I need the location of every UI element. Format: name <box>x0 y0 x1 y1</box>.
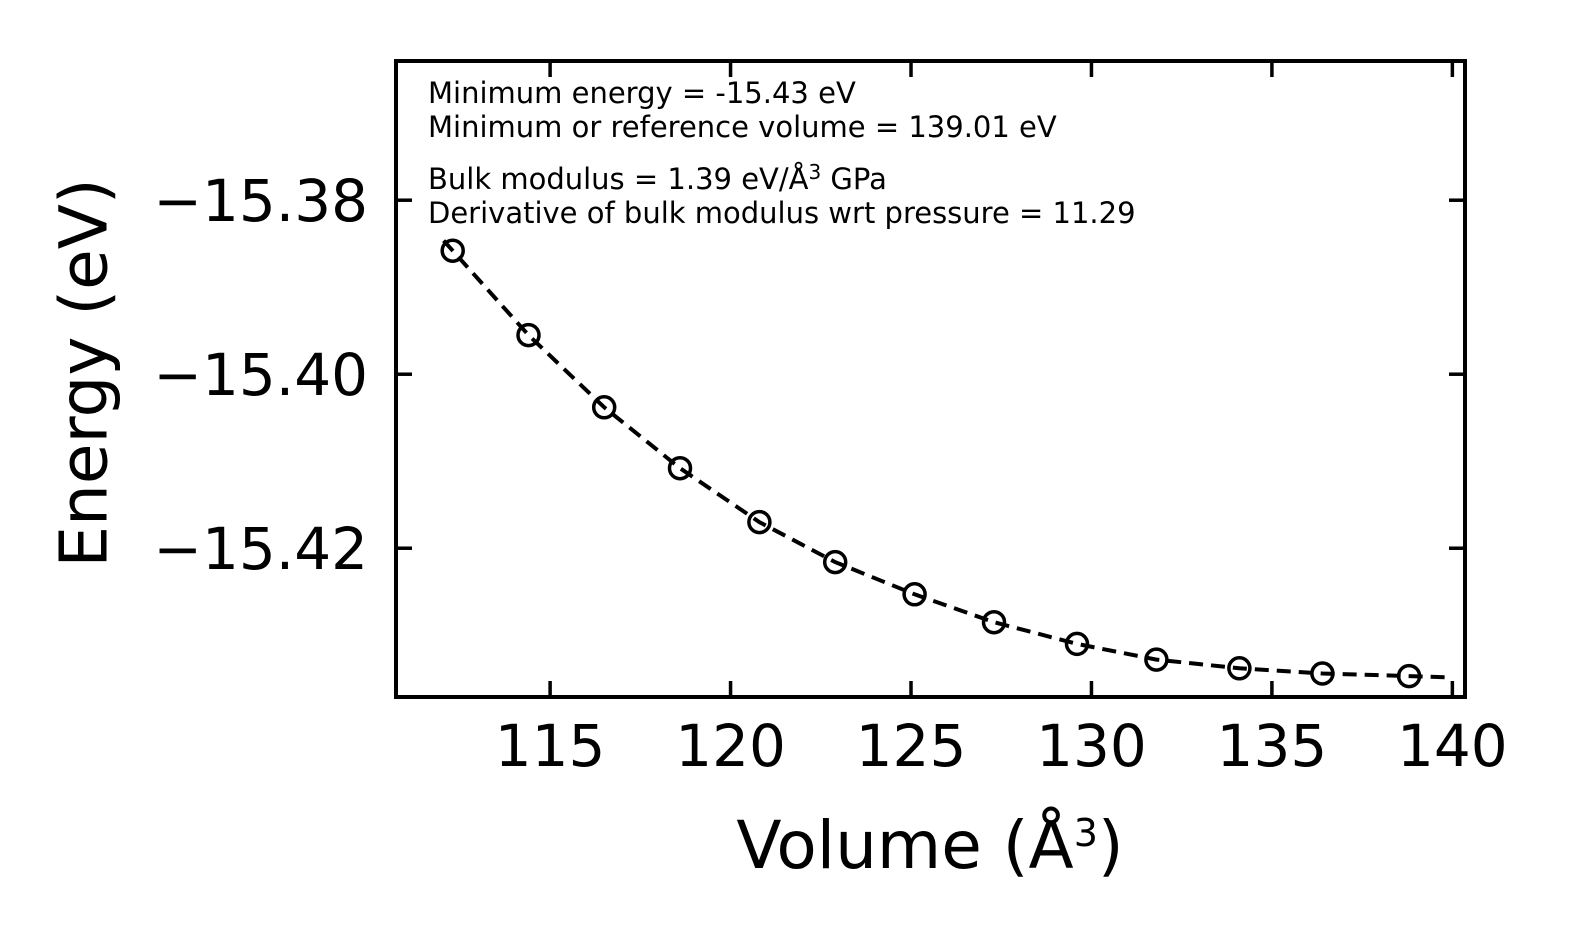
x-axis-title-sup: 3 <box>1074 811 1098 855</box>
annotation-reference-volume: Minimum or reference volume = 139.01 eV <box>428 110 1057 144</box>
annotation-bulk-modulus-pre: Bulk modulus = 1.39 eV/Å <box>428 162 809 196</box>
data-point-marker <box>1396 663 1422 689</box>
data-point-marker <box>1064 631 1090 657</box>
x-tick-label: 125 <box>856 712 967 780</box>
y-tick-label: −15.40 <box>153 341 368 409</box>
annotation-bulk-modulus-sup: 3 <box>808 160 821 184</box>
annotation-bulk-modulus: Bulk modulus = 1.39 eV/Å3 GPa <box>428 160 887 196</box>
annotation-bulk-modulus-derivative: Derivative of bulk modulus wrt pressure … <box>428 196 1136 230</box>
data-point-marker <box>667 455 693 481</box>
data-point-marker <box>1227 656 1252 681</box>
data-point-marker <box>440 238 465 263</box>
data-series <box>440 238 1451 689</box>
data-point-marker <box>902 582 927 607</box>
x-axis-title: Volume (Å3) <box>736 807 1123 884</box>
x-tick-label: 140 <box>1397 712 1508 780</box>
fit-line-dashed <box>442 239 1451 680</box>
data-point-marker <box>516 322 541 348</box>
x-tick-label: 135 <box>1217 712 1328 780</box>
data-point-marker <box>822 549 848 575</box>
data-point-marker <box>1144 647 1169 672</box>
x-axis-title-post: ) <box>1098 807 1124 884</box>
x-tick-label: 115 <box>495 712 606 780</box>
y-tick-label: −15.38 <box>153 167 368 235</box>
x-tick-label: 130 <box>1036 712 1147 780</box>
x-tick-label: 120 <box>675 712 786 780</box>
y-axis-title: Energy (eV) <box>46 178 123 567</box>
annotation-bulk-modulus-post: GPa <box>821 162 887 196</box>
data-point-marker <box>1310 661 1335 686</box>
annotation-minimum-energy: Minimum energy = -15.43 eV <box>428 76 856 110</box>
axis-ticks: 115 120 125 130 135 140 −15.38 −15.40 −15.42 <box>153 61 1508 780</box>
data-point-marker <box>591 395 617 420</box>
x-axis-title-pre: Volume (Å <box>736 807 1073 884</box>
data-point-marker <box>747 509 772 535</box>
plot-frame <box>394 59 1467 699</box>
y-tick-label: −15.42 <box>153 515 368 583</box>
data-point-marker <box>981 609 1007 635</box>
